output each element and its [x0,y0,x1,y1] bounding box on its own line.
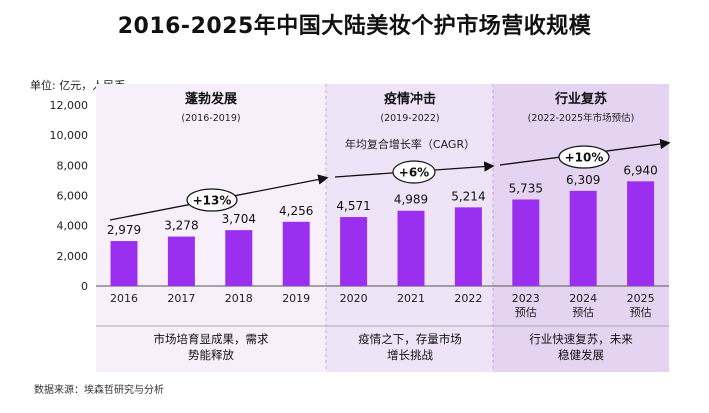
x-tick-sublabel: 预估 [572,306,594,319]
y-tick-label: 0 [81,280,88,293]
x-tick-label-2022: 2022 [454,292,482,305]
x-tick-sublabel: 预估 [515,306,537,319]
phase-range-2: (2019-2022) [380,113,439,124]
phase-note-3: 稳健发展 [558,348,604,362]
phase-note-1: 市场培育显成果，需求 [154,332,269,346]
value-label-2020: 4,571 [336,199,370,213]
x-tick-label-2024: 2024 [569,292,597,305]
x-tick-label-2016: 2016 [110,292,138,305]
cagr-badge-1 [186,188,238,212]
value-label-2023: 5,735 [509,181,543,195]
y-axis: 0 2,000 4,000 6,000 8,000 10,000 12,000 [50,99,669,293]
y-tick-label: 10,000 [50,129,89,142]
phase-title-1: 蓬勃发展 [185,91,238,107]
cagr-value-3: +10% [565,151,604,165]
bar-2022 [454,207,482,286]
phase-title-2: 疫情冲击 [384,91,436,107]
x-tick-label-2025: 2025 [627,292,655,305]
phase-range-1: (2016-2019) [181,113,240,124]
value-label-2016: 2,979 [107,223,141,237]
x-tick-sublabel: 预估 [630,306,652,319]
bar-2017 [167,236,195,286]
phase-range-3: (2022-2025年市场预估) [528,112,635,124]
x-tick-label-2023: 2023 [512,292,540,305]
value-label-2021: 4,989 [394,193,428,207]
value-label-2022: 5,214 [451,189,485,203]
value-label-2019: 4,256 [279,204,313,218]
cagr-value-1: +13% [193,194,232,208]
value-label-2025: 6,940 [623,163,657,177]
x-tick-label-2019: 2019 [282,292,310,305]
phase-title-3: 行业复苏 [554,91,607,107]
bar-2016 [110,241,138,286]
bar-2023 [512,199,540,286]
bar-2019 [282,221,310,286]
cagr-value-2: +6% [399,166,429,180]
bar-2024 [569,190,597,286]
cagr-badge-2 [392,160,436,184]
phase-note-1: 势能释放 [188,348,234,362]
phase-note-2: 疫情之下，存量市场 [358,332,462,346]
phase-note-3: 行业快速复苏，未来 [529,332,633,346]
y-tick-label: 4,000 [57,220,89,233]
cagr-caption: 年均复合增长率（CAGR） [345,137,475,151]
cagr-trend-lines: +13% +6% +10% 年均复合增长率（CAGR） [109,137,671,221]
y-tick-label: 2,000 [57,250,89,263]
x-tick-label-2020: 2020 [340,292,368,305]
value-label-2024: 6,309 [566,173,600,187]
value-label-2017: 3,278 [164,219,198,233]
bar-2025 [627,181,655,286]
cagr-badge-3 [558,145,610,169]
x-tick-label-2018: 2018 [225,292,253,305]
x-tick-label-2017: 2017 [167,292,195,305]
y-tick-label: 12,000 [50,99,89,112]
source-note: 数据来源：埃森哲研究与分析 [34,385,164,396]
y-tick-label: 8,000 [57,159,89,172]
y-tick-label: 6,000 [57,190,89,203]
value-label-2018: 3,704 [222,212,256,226]
bar-2018 [225,230,253,286]
bar-2020 [340,217,368,286]
bar-series: 2,979 2016 3,278 2017 3,704 2018 4,256 2019 4,57… [107,163,658,319]
x-tick-label-2021: 2021 [397,292,425,305]
chart-title: 2016-2025年中国大陆美妆个护市场营收规模 [117,14,592,39]
phase-note-2: 增长挑战 [387,348,433,362]
bar-2021 [397,210,425,286]
